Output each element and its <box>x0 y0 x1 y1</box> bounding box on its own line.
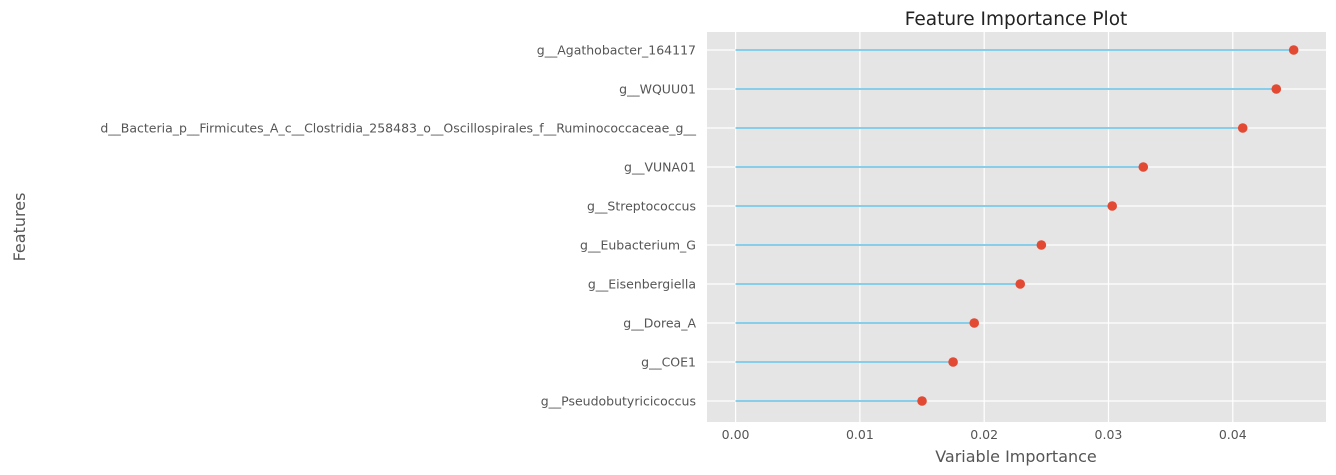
y-tick-label: g__Pseudobutyricicoccus <box>541 394 696 409</box>
x-tick-label: 0.00 <box>722 427 750 442</box>
data-point <box>917 396 927 406</box>
y-tick-label: d__Bacteria_p__Firmicutes_A_c__Clostridi… <box>100 121 696 136</box>
y-tick-label: g__Eubacterium_G <box>580 238 696 253</box>
y-tick-label: g__COE1 <box>641 355 696 370</box>
plot-area <box>707 32 1326 422</box>
markers <box>917 45 1299 406</box>
y-tick-label: g__Streptococcus <box>587 199 696 214</box>
data-point <box>1107 201 1118 211</box>
y-tick-labels: g__Agathobacter_164117 g__WQUU01 d__Bacter… <box>100 43 696 409</box>
data-point <box>1036 240 1047 250</box>
data-point <box>1288 45 1299 55</box>
data-point <box>1271 84 1282 94</box>
x-tick-label: 0.03 <box>1095 427 1123 442</box>
x-tick-label: 0.02 <box>970 427 998 442</box>
data-point <box>1138 162 1149 172</box>
chart-title: Feature Importance Plot <box>905 9 1128 30</box>
stems <box>735 49 1294 402</box>
data-point <box>1015 279 1026 289</box>
data-point <box>969 318 980 328</box>
y-tick-label: g__VUNA01 <box>624 160 696 175</box>
x-tick-labels: 0.00 0.01 0.02 0.03 0.04 <box>722 427 1247 442</box>
y-axis-label: Features <box>10 193 29 262</box>
x-axis-label: Variable Importance <box>935 447 1097 466</box>
y-tick-label: g__Eisenbergiella <box>588 277 696 292</box>
y-tick-label: g__WQUU01 <box>619 82 696 97</box>
x-tick-label: 0.01 <box>846 427 874 442</box>
data-point <box>948 357 958 367</box>
data-point <box>1237 123 1248 133</box>
x-tick-label: 0.04 <box>1219 427 1247 442</box>
y-tick-label: g__Dorea_A <box>623 316 696 331</box>
y-tick-label: g__Agathobacter_164117 <box>537 43 696 58</box>
